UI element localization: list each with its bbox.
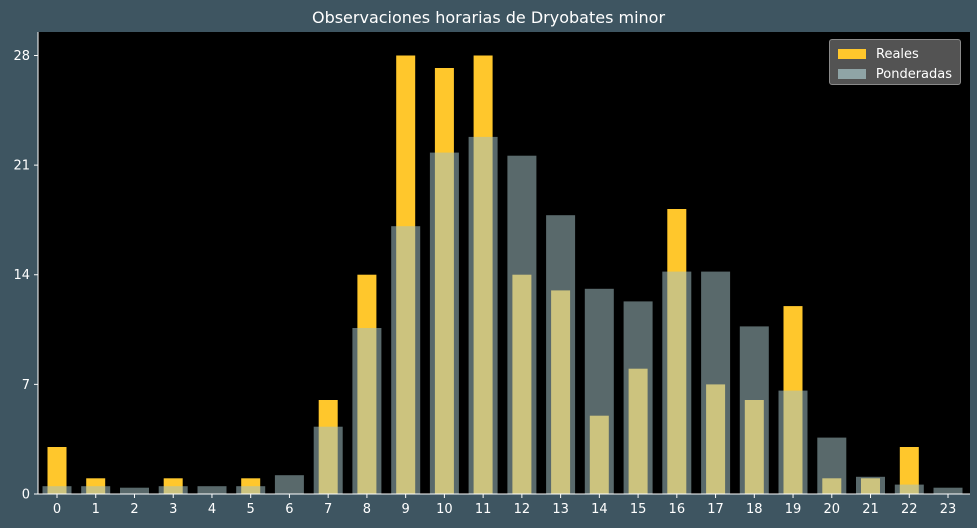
bar-ponderadas-13 xyxy=(546,215,576,494)
x-tick-label: 12 xyxy=(514,502,531,517)
y-tick-label: 7 xyxy=(22,378,30,393)
plot-area xyxy=(38,32,970,494)
legend-label-ponderadas: Ponderadas xyxy=(875,66,952,82)
bar-ponderadas-4 xyxy=(197,486,227,494)
bar-ponderadas-6 xyxy=(274,475,304,494)
x-tick-label: 16 xyxy=(669,502,686,517)
x-tick-label: 11 xyxy=(475,502,492,517)
bar-ponderadas-1 xyxy=(81,486,111,494)
bar-ponderadas-19 xyxy=(778,390,808,494)
chart-title: Observaciones horarias de Dryobates mino… xyxy=(311,8,666,27)
x-tick-label: 5 xyxy=(247,502,255,517)
x-tick-label: 0 xyxy=(53,502,61,517)
series-ponderadas xyxy=(42,136,963,494)
y-axis: 0 7 14 21 28 xyxy=(13,32,39,503)
x-tick-label: 6 xyxy=(285,502,293,517)
bar-ponderadas-20 xyxy=(817,437,847,494)
bar-ponderadas-0 xyxy=(42,486,72,494)
x-tick-label: 20 xyxy=(824,502,841,517)
x-tick-label: 2 xyxy=(130,502,138,517)
bar-ponderadas-2 xyxy=(120,487,149,494)
bar-ponderadas-23 xyxy=(933,487,963,494)
bar-reales-0 xyxy=(47,447,67,494)
x-tick-label: 14 xyxy=(591,502,608,517)
x-tick-label: 18 xyxy=(746,502,763,517)
bar-ponderadas-8 xyxy=(352,328,382,494)
legend-item-ponderadas: Ponderadas xyxy=(838,64,952,84)
x-tick-label: 3 xyxy=(169,502,177,517)
y-tick-label: 28 xyxy=(13,49,30,64)
legend: Reales Ponderadas xyxy=(829,39,961,85)
legend-swatch-ponderadas xyxy=(838,69,866,79)
bar-ponderadas-3 xyxy=(158,486,188,494)
x-tick-label: 9 xyxy=(402,502,410,517)
y-tick-label: 14 xyxy=(13,268,30,283)
bar-reales-22 xyxy=(899,447,919,494)
x-tick-label: 19 xyxy=(785,502,802,517)
bar-ponderadas-18 xyxy=(739,326,769,494)
x-tick-label: 21 xyxy=(862,502,879,517)
y-tick-label: 21 xyxy=(13,159,30,174)
x-tick-label: 8 xyxy=(363,502,371,517)
x-tick-label: 17 xyxy=(707,502,724,517)
x-tick-label: 15 xyxy=(630,502,647,517)
legend-item-reales: Reales xyxy=(838,44,952,64)
bar-ponderadas-14 xyxy=(584,288,614,494)
bar-ponderadas-16 xyxy=(662,271,692,494)
x-tick-label: 23 xyxy=(940,502,957,517)
legend-swatch-reales xyxy=(838,49,866,59)
bar-ponderadas-9 xyxy=(391,226,421,494)
legend-label-reales: Reales xyxy=(876,46,919,62)
bar-ponderadas-11 xyxy=(468,136,498,494)
y-tick-label: 0 xyxy=(22,488,30,503)
x-tick-label: 1 xyxy=(92,502,100,517)
x-tick-label: 7 xyxy=(324,502,332,517)
bar-ponderadas-21 xyxy=(856,476,885,494)
bar-ponderadas-22 xyxy=(894,484,924,494)
x-axis: 0 1 2 3 4 5 6 7 8 9 10 11 12 13 14 15 16 17 18 19 20 21 22 23 xyxy=(38,493,970,517)
bar-ponderadas-7 xyxy=(313,426,343,494)
bar-ponderadas-15 xyxy=(623,301,653,494)
x-tick-label: 4 xyxy=(208,502,216,517)
x-tick-label: 13 xyxy=(552,502,569,517)
bar-ponderadas-5 xyxy=(236,486,266,494)
bar-ponderadas-12 xyxy=(507,155,537,494)
bar-ponderadas-10 xyxy=(429,152,459,494)
x-tick-label: 10 xyxy=(436,502,453,517)
x-tick-label: 22 xyxy=(901,502,918,517)
bar-ponderadas-17 xyxy=(701,271,731,494)
